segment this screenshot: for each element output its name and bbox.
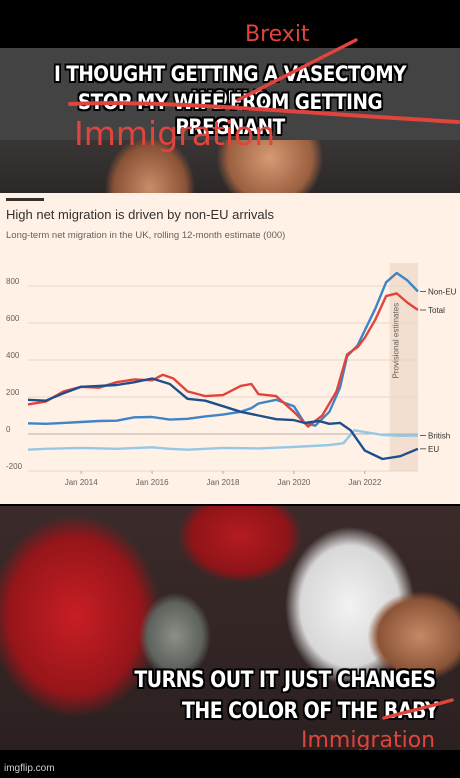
imgflip-watermark: imgflip.com [4,763,55,774]
footer-bar [0,750,460,778]
strike-baby [384,700,452,718]
